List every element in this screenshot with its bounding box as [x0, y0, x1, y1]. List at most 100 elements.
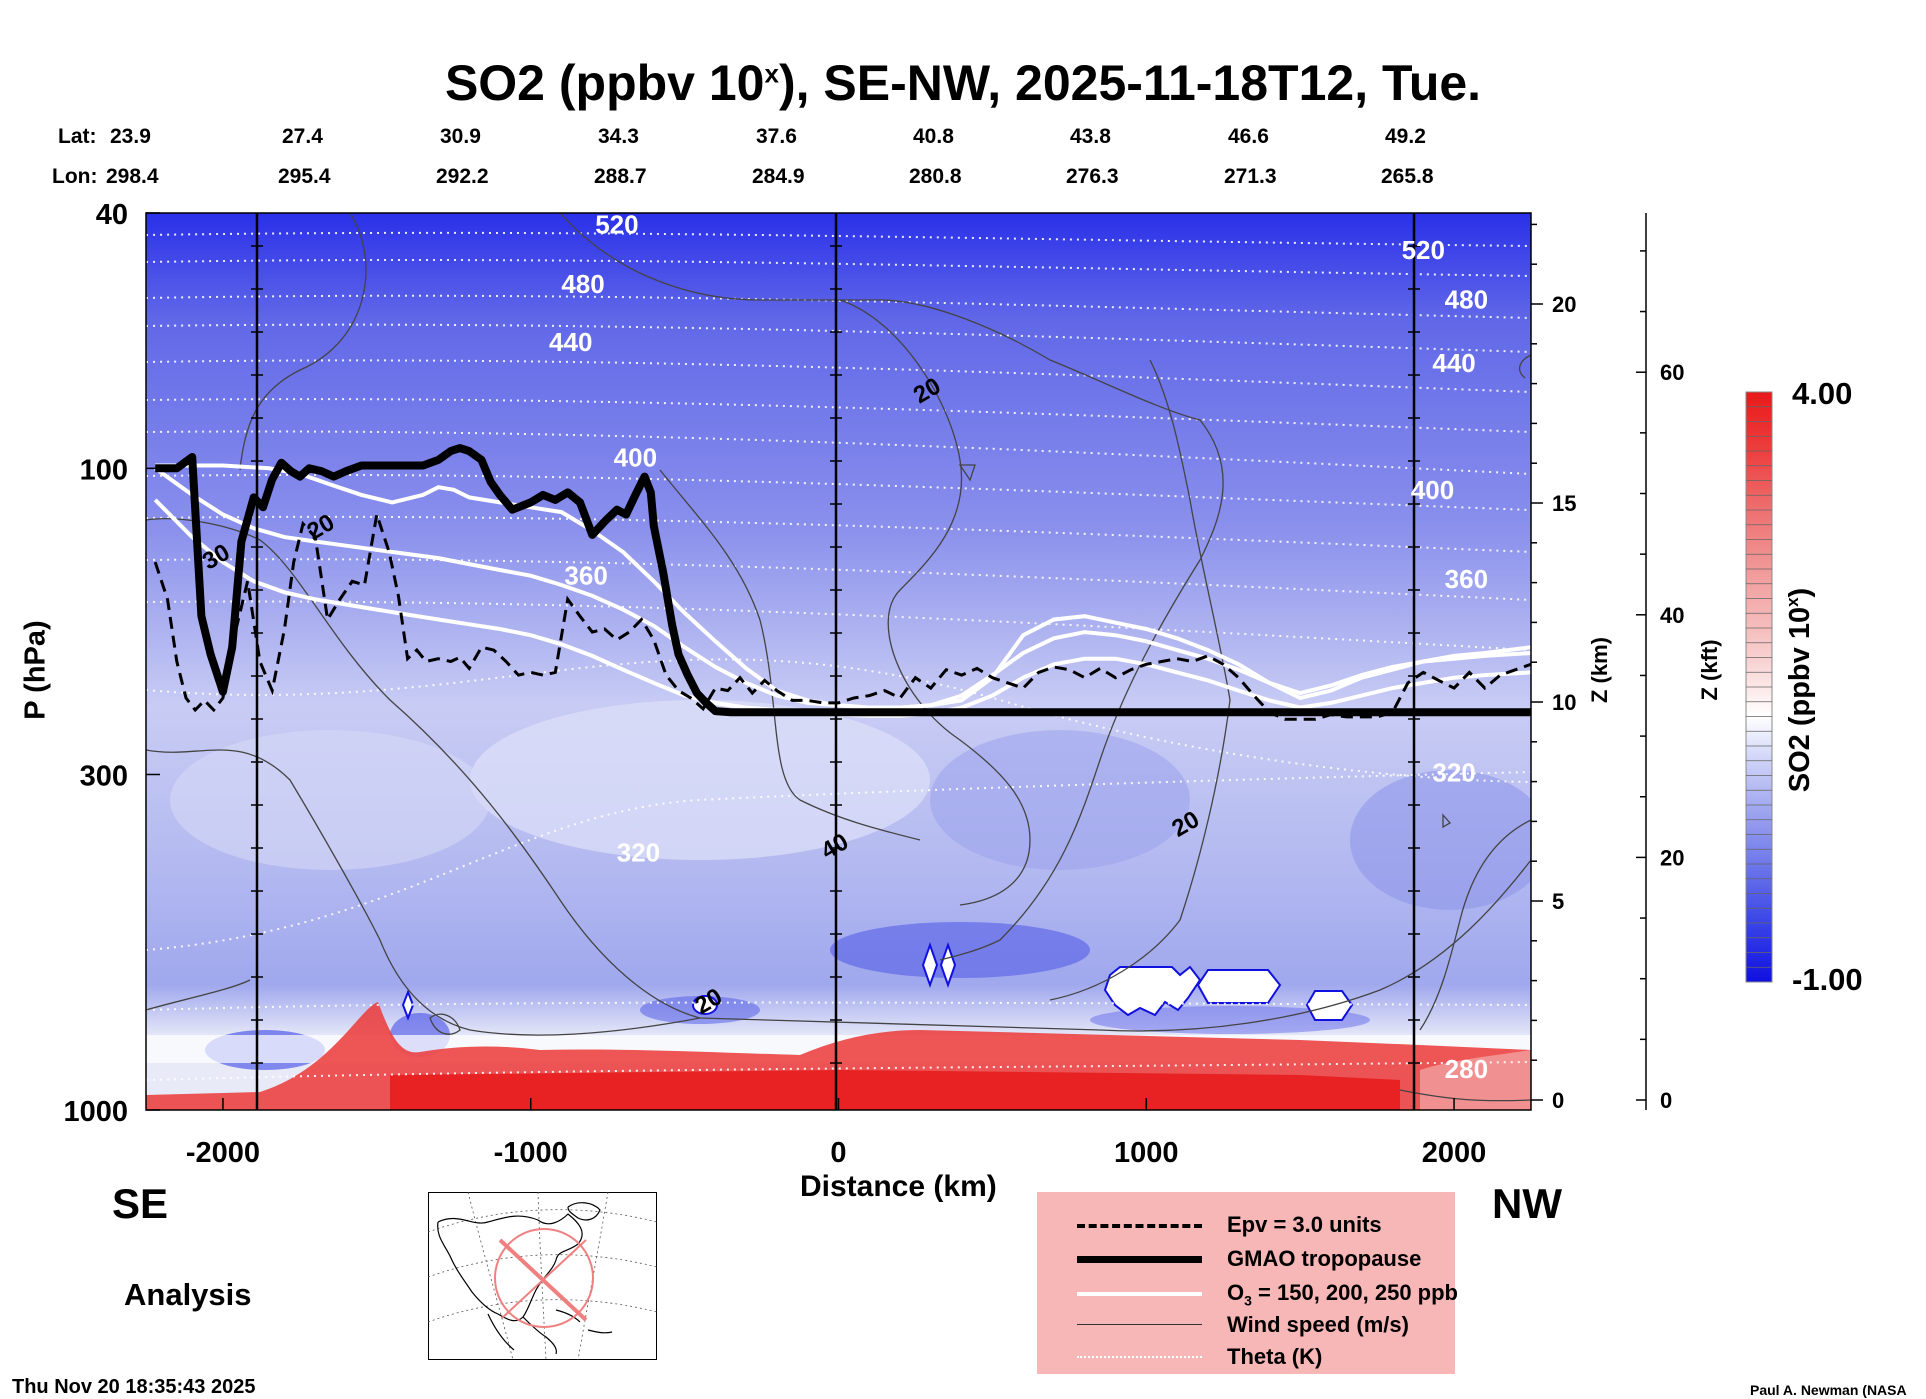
so2-field-background [146, 213, 1531, 1110]
lon-value: 271.3 [1224, 165, 1277, 188]
lon-value: 265.8 [1381, 165, 1434, 188]
timestamp: Thu Nov 20 18:35:43 2025 [12, 1376, 256, 1398]
x-tick-label: 1000 [1114, 1137, 1179, 1169]
wind-speed-contours [146, 213, 1531, 1102]
z-km-axis-title: Z (km) [1587, 637, 1612, 703]
lat-value: 40.8 [913, 125, 954, 148]
y-axis-title-wrap: P (hPa) [14, 620, 74, 720]
so2-blob [921, 941, 939, 989]
so2-surface-red-nw [1420, 1050, 1531, 1110]
o3-contour [154, 466, 1531, 710]
legend-item-o3: O3 = 150, 200, 250 ppb [1037, 1278, 1458, 1309]
tropopause-path [155, 444, 1531, 717]
lon-value: 298.4 [106, 165, 159, 188]
so2-field-patch [470, 700, 930, 860]
wind-contour [1049, 359, 1231, 1001]
x-tick-label: 2000 [1422, 1137, 1487, 1169]
so2-field-patch [1350, 770, 1531, 910]
theta-label: 360 [564, 560, 607, 590]
y-tick-label: 300 [80, 760, 128, 792]
so2-surface-red-core [390, 1070, 1400, 1110]
legend-item-theta: Theta (K) [1037, 1342, 1455, 1372]
wind-contour [1399, 1089, 1531, 1102]
wind-contour [1442, 813, 1452, 829]
x-tick-label: 0 [830, 1137, 846, 1169]
lon-value: 284.9 [752, 165, 805, 188]
lat-value: 23.9 [110, 125, 151, 148]
credit: Paul A. Newman (NASA [1750, 1382, 1907, 1398]
wind-contour [958, 464, 976, 482]
legend-label-theta: Theta (K) [1227, 1344, 1323, 1369]
z-km-title-wrap: Z (km) [1580, 620, 1620, 720]
chart-title: SO2 (ppbv 10x), SE-NW, 2025-11-18T12, Tu… [444, 55, 1482, 111]
theta-label: 480 [1445, 285, 1488, 315]
legend-swatch-wind [1077, 1324, 1202, 1325]
z-kft-tick-label: 0 [1660, 1088, 1672, 1113]
legend-label-o3: O3 = 150, 200, 250 ppb [1227, 1280, 1458, 1309]
legend-swatch-epv [1077, 1224, 1202, 1228]
z-kft-title-wrap: Z (kft) [1690, 620, 1730, 720]
locator-map [428, 1192, 657, 1360]
wind-contour [839, 299, 1031, 906]
colorbar-min-label: -1.00 [1792, 962, 1863, 997]
theta-line [146, 771, 1531, 951]
so2-low-blue-patch [830, 922, 1090, 978]
wind-contour [1518, 354, 1531, 379]
map-section-line [501, 1239, 587, 1319]
theta-label: 280 [1445, 1054, 1488, 1084]
so2-blob [401, 989, 415, 1021]
so2-field-patch [170, 730, 490, 870]
theta-label: 320 [1432, 757, 1475, 787]
x-tick-label: -2000 [186, 1137, 260, 1169]
x-axis-title: Distance (km) [800, 1170, 997, 1203]
wind-contour [429, 1013, 461, 1035]
so2-blob [1196, 969, 1282, 1004]
vertical-reference-lines [255, 213, 1416, 1110]
wind-contour [239, 213, 367, 471]
z-kft-tick-label: 20 [1660, 845, 1684, 870]
theta-line [146, 600, 1531, 651]
z-km-tick-label: 20 [1552, 292, 1576, 317]
lat-value: 37.6 [756, 125, 797, 148]
legend-item-epv: Epv = 3.0 units [1037, 1210, 1455, 1240]
theta-line [146, 231, 1531, 247]
lon-value: 295.4 [278, 165, 331, 188]
wind-contour [146, 979, 251, 1011]
theta-line [146, 430, 1531, 475]
colorbar-max-label: 4.00 [1792, 376, 1853, 411]
legend-swatch-theta [1077, 1356, 1202, 1358]
x-tick-label: -1000 [494, 1137, 568, 1169]
colorbar-title: SO2 (ppbv 10x) [1783, 587, 1816, 793]
lat-value: 27.4 [282, 125, 323, 148]
wind-contour [146, 749, 701, 1036]
theta-label: 400 [614, 443, 657, 473]
z-kft-tick-label: 60 [1660, 360, 1684, 385]
theta-label: 320 [617, 838, 660, 868]
theta-line [146, 259, 1531, 277]
theta-line [146, 1001, 1531, 1011]
y-tick-label: 1000 [63, 1096, 128, 1128]
z-kft-tick-label: 40 [1660, 603, 1684, 628]
lat-value: 46.6 [1228, 125, 1269, 148]
axis-ticks [146, 212, 1646, 1111]
z-kft-axis-title: Z (kft) [1697, 639, 1722, 701]
theta-line [146, 323, 1531, 353]
so2-blob [692, 995, 718, 1015]
tropopause-line [155, 444, 1531, 717]
theta-label: 480 [561, 269, 604, 299]
so2-blob [1305, 990, 1354, 1021]
lon-value: 288.7 [594, 165, 647, 188]
se-label: SE [112, 1180, 169, 1227]
legend-label-epv: Epv = 3.0 units [1227, 1212, 1382, 1237]
theta-line [146, 359, 1531, 393]
y-tick-label: 40 [96, 199, 128, 231]
lon-label: Lon: [52, 165, 98, 188]
theta-label: 520 [595, 209, 638, 239]
colorbar-ticks [1746, 406, 1772, 968]
z-km-tick-label: 10 [1552, 690, 1576, 715]
map-coastlines [437, 1202, 613, 1355]
legend-item-wind: Wind speed (m/s) [1037, 1310, 1455, 1340]
analysis-label: Analysis [124, 1277, 252, 1312]
so2-blob [939, 941, 957, 989]
